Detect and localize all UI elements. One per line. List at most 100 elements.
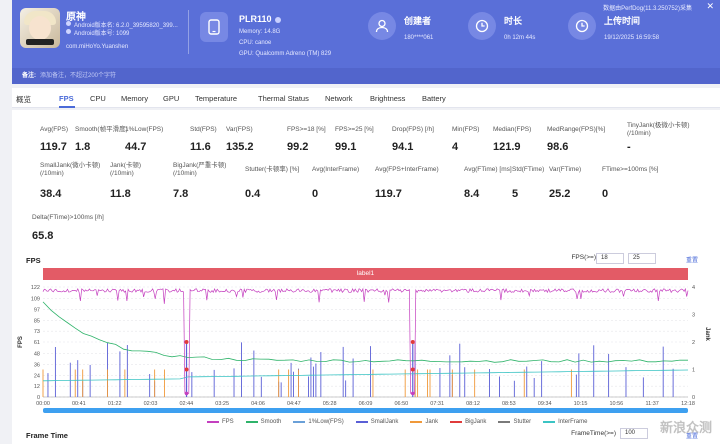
x-tick-label: 04:47 xyxy=(287,401,301,407)
legend-label: InterFrame xyxy=(558,419,588,425)
stat-label: Jank(卡顿) (/10min) xyxy=(110,162,142,177)
tab-network[interactable]: Network xyxy=(325,94,353,103)
stat-label: FPS>=18 [%] xyxy=(287,126,326,133)
stat-value: 7.8 xyxy=(173,188,189,200)
y2-axis-label: Jank xyxy=(704,327,710,341)
tab-memory[interactable]: Memory xyxy=(121,94,149,103)
stat-value: 119.7 xyxy=(375,188,402,200)
x-tick-label: 05:28 xyxy=(323,401,337,407)
legend-item[interactable]: Stutter xyxy=(498,419,531,425)
fps-line xyxy=(42,287,689,394)
fps-panel: Avg(FPS) 119.7 Smooth(帧平滑度) 1.8 1%Low(FPS) 44… xyxy=(12,110,720,444)
stat-label: Std(FTime) xyxy=(512,166,545,173)
upload-time-icon xyxy=(568,12,596,40)
tab-brightness[interactable]: Brightness xyxy=(370,94,406,103)
stat-value: 0.4 xyxy=(245,188,261,200)
upload-title: 上传时间 xyxy=(604,16,641,26)
y-tick-label: 73 xyxy=(34,329,40,335)
x-tick-label: 00:41 xyxy=(72,401,86,407)
tab-cpu[interactable]: CPU xyxy=(90,94,106,103)
legend-item[interactable]: Smooth xyxy=(245,419,282,425)
creator-title: 创建者 xyxy=(404,16,432,26)
stat-value: 0 xyxy=(602,188,609,200)
note-input[interactable]: 添加备注，不超过200个字符 xyxy=(40,73,117,79)
stat-value: 11.6 xyxy=(190,141,211,153)
tab-thermal-status[interactable]: Thermal Status xyxy=(258,94,309,103)
clock-icon xyxy=(468,12,496,40)
stat-label: FPS>=25 [%] xyxy=(335,126,374,133)
legend-swatch xyxy=(498,421,511,423)
x-tick-label: 06:09 xyxy=(359,401,373,407)
y2-tick-label: 1 xyxy=(692,368,695,374)
tab-temperature[interactable]: Temperature xyxy=(195,94,238,103)
bigjank-marker xyxy=(410,340,415,344)
legend-swatch xyxy=(410,421,423,423)
x-tick-label: 00:00 xyxy=(36,401,50,407)
y-tick-label: 48 xyxy=(34,352,40,358)
x-tick-label: 08:12 xyxy=(466,401,480,407)
note-label: 备注: xyxy=(22,73,36,79)
fps-threshold-input-1[interactable]: 18 xyxy=(596,253,624,264)
legend-item[interactable]: InterFrame xyxy=(543,419,587,425)
frametime-threshold-input[interactable]: 100 xyxy=(620,428,648,439)
bigjank-marker xyxy=(184,367,189,372)
stat-value: 98.6 xyxy=(547,141,569,153)
duration-value: 0h 12m 44s xyxy=(504,35,536,41)
tab-bar: 概览 FPS CPU Memory GPU Temperature Therma… xyxy=(12,88,720,108)
legend-label: Jank xyxy=(425,419,439,425)
legend-label: Stutter xyxy=(513,419,532,425)
fps-threshold-input-2[interactable]: 25 xyxy=(628,253,656,264)
fps-threshold-label: FPS(>=) xyxy=(571,254,596,261)
x-tick-label: 01:22 xyxy=(108,401,122,407)
tab-overview[interactable]: 概览 xyxy=(16,95,31,104)
legend-item[interactable]: 1%Low(FPS) xyxy=(293,419,344,425)
x-tick-label: 10:15 xyxy=(574,401,588,407)
legend-item[interactable]: FPS xyxy=(207,419,234,425)
perfdog-version-link[interactable]: 数据由PerfDog(11.3.250752)采集 xyxy=(603,6,692,12)
legend-swatch xyxy=(450,421,463,423)
legend-label: FPS xyxy=(222,419,234,425)
legend-item[interactable]: SmallJank xyxy=(355,419,399,425)
android-version-code: Android版本号: 1099 xyxy=(74,31,130,37)
tab-gpu[interactable]: GPU xyxy=(163,94,180,103)
chart-scroll-thumb[interactable] xyxy=(43,408,688,413)
stat-label: Avg(FTime) [ms] xyxy=(464,166,512,173)
report-header: 数据由PerfDog(11.3.250752)采集 ✕ 原神 Android版本… xyxy=(12,0,720,68)
y2-tick-label: 4 xyxy=(692,285,695,291)
stat-label: Var(FTime) xyxy=(549,166,582,173)
fps-dip-marker xyxy=(410,391,415,396)
duration-title: 时长 xyxy=(504,16,523,26)
info-icon[interactable] xyxy=(274,16,281,23)
stat-value: 0 xyxy=(312,188,319,200)
y-tick-label: 0 xyxy=(37,395,40,401)
note-bar[interactable]: 备注: 添加备注，不超过200个字符 xyxy=(12,68,720,84)
interframe-line xyxy=(42,369,689,382)
label-bar[interactable]: label1 xyxy=(43,268,688,280)
legend-swatch xyxy=(355,421,368,423)
stat-value: 121.9 xyxy=(493,141,521,153)
stat-value: 1.8 xyxy=(75,141,91,153)
legend-swatch xyxy=(245,421,258,423)
android-version-name: Android版本名: 6.2.0_39595820_399... xyxy=(74,23,178,29)
stat-value: 44.7 xyxy=(125,141,147,153)
x-tick-label: 09:34 xyxy=(538,401,552,407)
tab-fps[interactable]: FPS xyxy=(59,94,74,103)
legend-item[interactable]: Jank xyxy=(410,419,438,425)
app-package: com.miHoYo.Yuanshen xyxy=(66,44,129,50)
fps-chart: 0122436486173859710912201234FPSJank00:00… xyxy=(18,285,710,407)
legend-label: SmallJank xyxy=(370,419,399,425)
close-icon[interactable]: ✕ xyxy=(706,1,714,11)
tab-battery[interactable]: Battery xyxy=(422,94,446,103)
legend-item[interactable]: BigJank xyxy=(450,419,486,425)
fps-reset-link[interactable]: 重置 xyxy=(685,258,698,264)
y-tick-label: 97 xyxy=(34,308,40,314)
x-tick-label: 02:44 xyxy=(179,401,193,407)
stat-value: 8.4 xyxy=(464,188,480,200)
frametime-reset-link[interactable]: 重置 xyxy=(685,434,698,440)
legend-label: Smooth xyxy=(260,419,282,425)
creator-value: 180****061 xyxy=(404,35,434,41)
x-tick-label: 02:03 xyxy=(144,401,158,407)
stat-label: 1%Low(FPS) xyxy=(125,126,164,133)
device-gpu: GPU: Qualcomm Adreno (TM) 829 xyxy=(239,51,332,57)
